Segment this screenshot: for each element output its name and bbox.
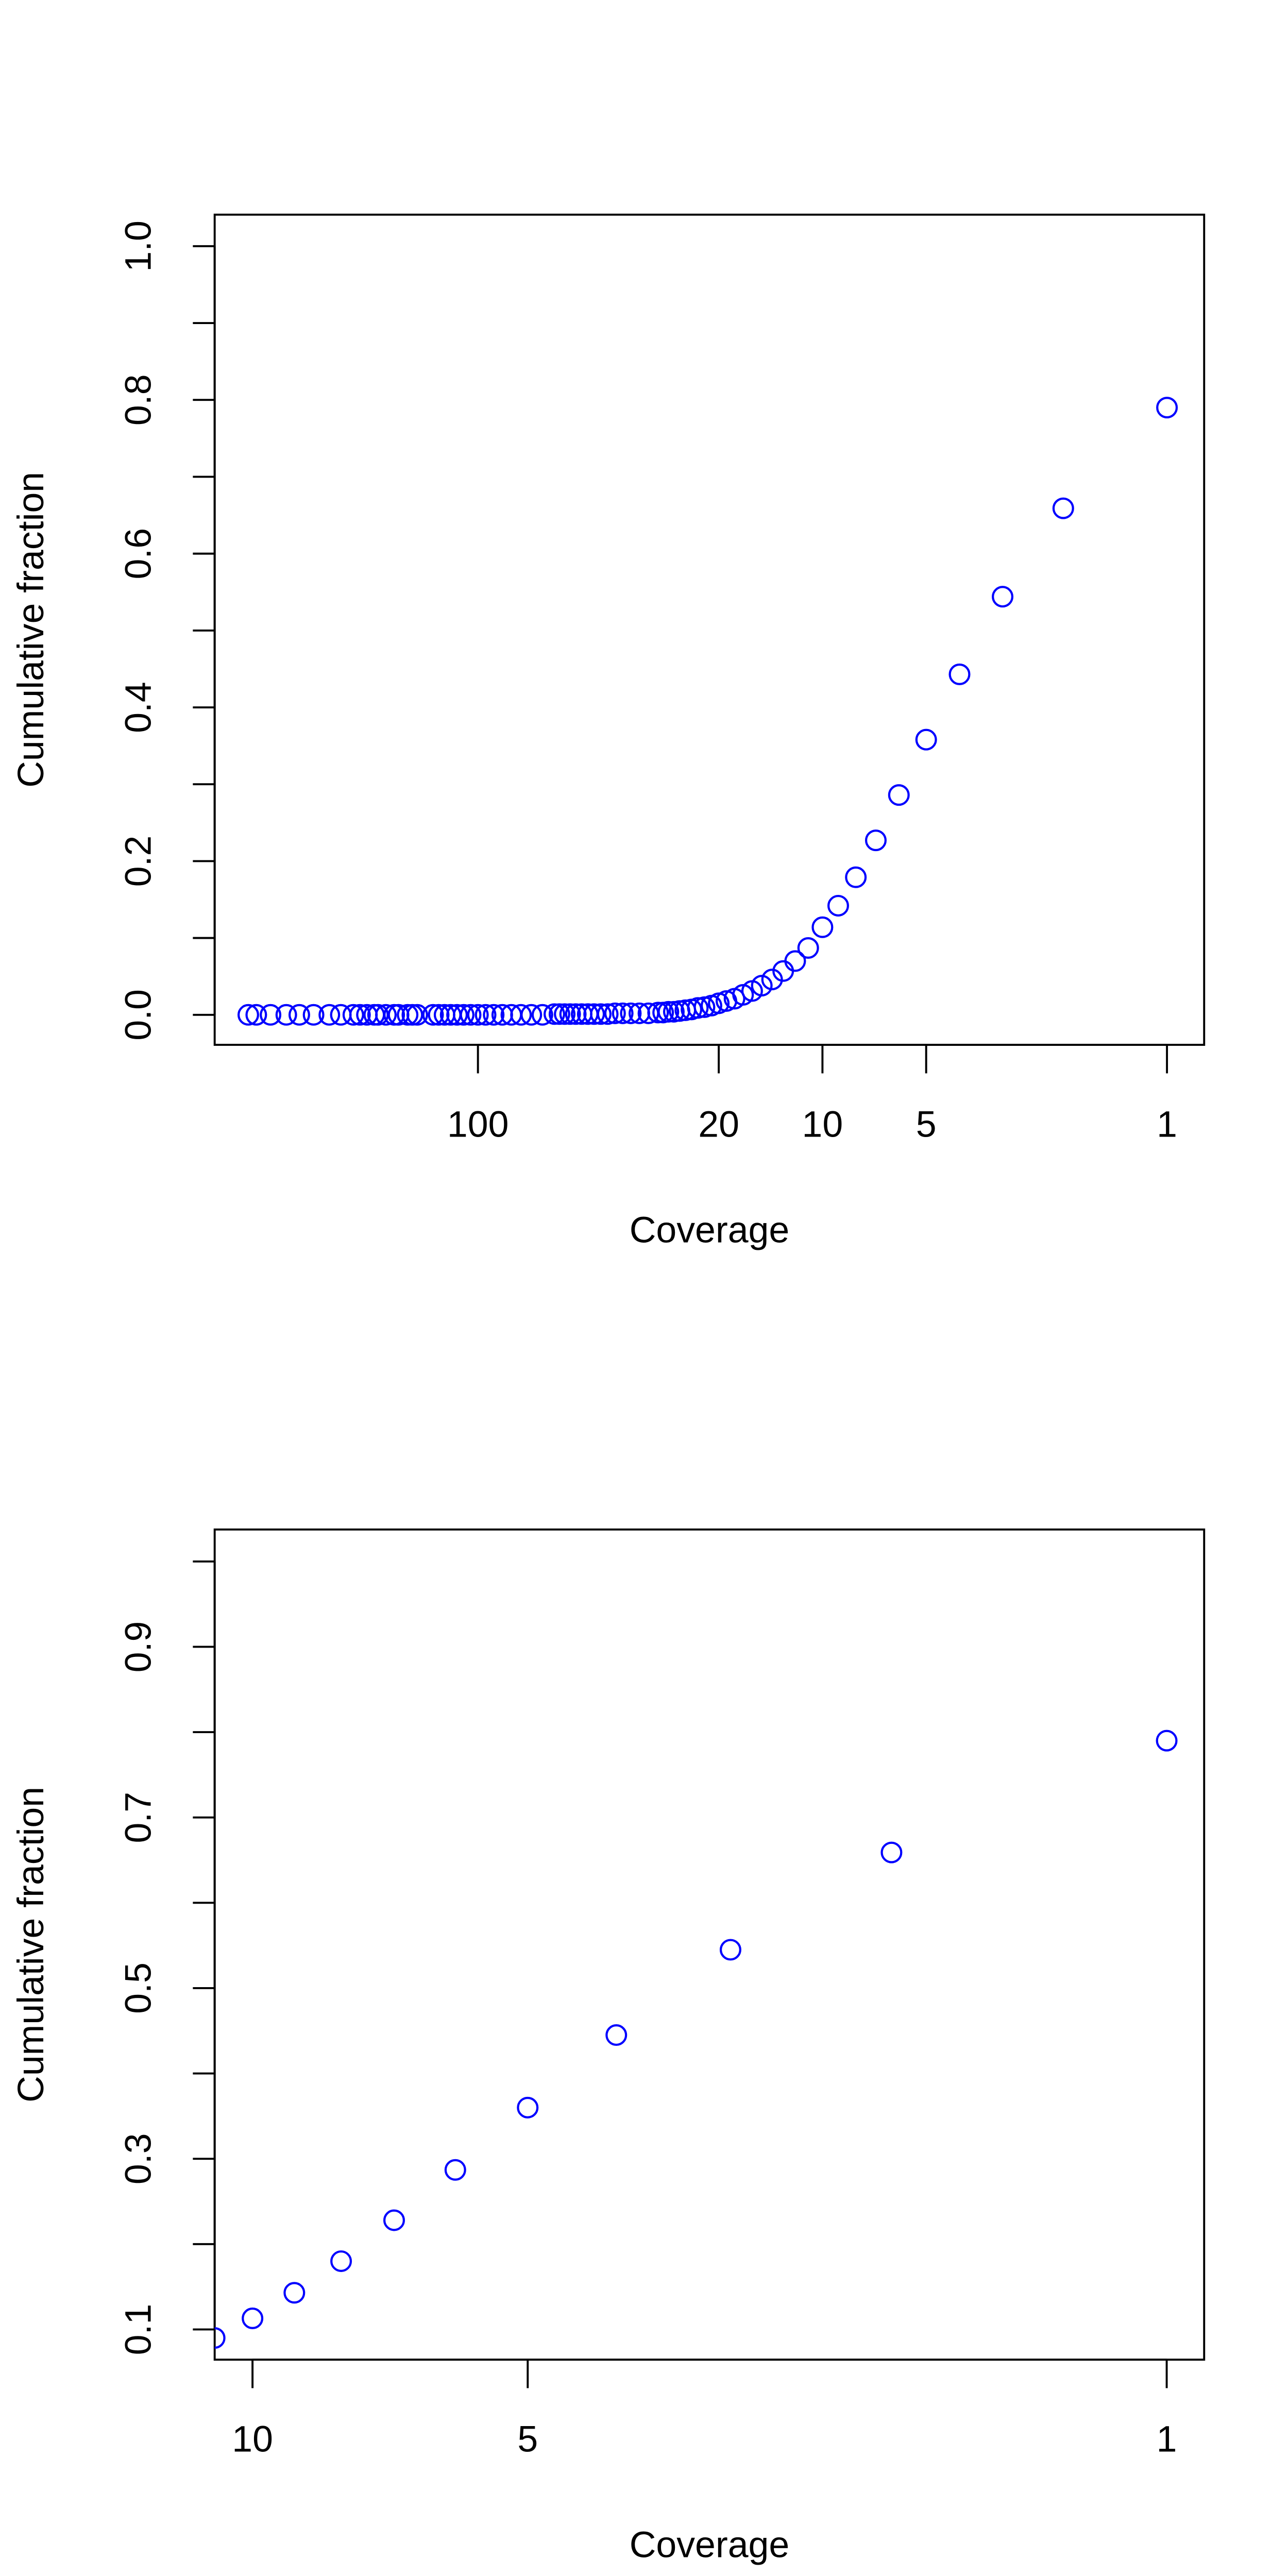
point: [865, 829, 887, 852]
y-tick-label: 1.0: [117, 221, 159, 272]
point: [342, 1004, 364, 1026]
point: [948, 663, 971, 685]
point: [302, 1004, 325, 1026]
point: [330, 2250, 352, 2272]
point: [474, 1004, 497, 1026]
point: [500, 1004, 522, 1026]
x-tick-label: 1: [1157, 1104, 1177, 1145]
point: [612, 1002, 634, 1024]
x-tick-label: 10: [232, 2419, 273, 2460]
point: [260, 1004, 282, 1026]
y-tick-label: 0.8: [117, 374, 159, 426]
point: [992, 586, 1014, 608]
points: [214, 1730, 1178, 2349]
point: [1156, 397, 1178, 419]
point: [652, 1002, 674, 1024]
point: [428, 1004, 450, 1026]
point: [628, 1002, 650, 1024]
y-tick-label: 0.5: [117, 1962, 159, 2014]
point: [330, 1004, 352, 1026]
point: [401, 1004, 423, 1026]
point: [784, 950, 806, 972]
point: [880, 1841, 903, 1863]
y-tick-label: 0.2: [117, 836, 159, 887]
point: [283, 2282, 306, 2304]
point: [214, 2327, 226, 2349]
point: [637, 1002, 659, 1024]
x-tick-label: 20: [698, 1104, 739, 1145]
point: [577, 1003, 599, 1025]
y-tick-label: 0.6: [117, 528, 159, 580]
point: [363, 1004, 385, 1026]
plot-frame: [213, 213, 1206, 1046]
point: [397, 1004, 419, 1026]
point: [517, 2096, 539, 2119]
point: [811, 916, 834, 938]
x-axis-label: Coverage: [630, 1210, 789, 1251]
point: [444, 2159, 466, 2181]
point: [275, 1004, 297, 1026]
y-tick-label: 0.3: [117, 2133, 159, 2184]
x-tick-label: 1: [1157, 2419, 1177, 2460]
point: [356, 1004, 378, 1026]
point: [544, 1003, 566, 1025]
point: [483, 1004, 505, 1026]
x-tick-label: 5: [517, 2419, 538, 2460]
point: [845, 866, 867, 888]
plot-frame: [213, 1528, 1206, 2361]
x-tick-label: 100: [447, 1104, 509, 1145]
point: [772, 960, 794, 982]
point: [915, 728, 937, 751]
point: [446, 1004, 468, 1026]
point: [318, 1004, 341, 1026]
point: [242, 2307, 264, 2329]
point: [605, 2024, 628, 2046]
point: [422, 1004, 444, 1026]
points: [237, 397, 1178, 1026]
point: [827, 894, 849, 917]
point: [583, 1003, 605, 1025]
point: [554, 1003, 576, 1025]
point: [681, 998, 703, 1021]
y-tick-label: 0.4: [117, 682, 159, 733]
y-tick-label: 0.7: [117, 1792, 159, 1843]
point: [565, 1003, 587, 1025]
point: [761, 969, 783, 991]
point: [1156, 1730, 1178, 1752]
y-tick-label: 0.1: [117, 2304, 159, 2355]
x-tick-label: 10: [802, 1104, 843, 1145]
point: [570, 1003, 592, 1025]
y-tick-label: 0.0: [117, 989, 159, 1041]
point: [604, 1002, 626, 1024]
y-axis-label: Cumulative fraction: [10, 1787, 52, 2103]
point: [383, 2209, 405, 2231]
point: [620, 1002, 642, 1024]
point: [288, 1004, 310, 1026]
point: [1052, 497, 1074, 519]
x-axis-label: Coverage: [630, 2524, 789, 2566]
point: [237, 1004, 259, 1026]
point: [797, 937, 819, 959]
point: [439, 1004, 462, 1026]
point: [433, 1004, 455, 1026]
point: [491, 1004, 513, 1026]
point: [548, 1003, 570, 1025]
point: [719, 1939, 741, 1961]
point: [559, 1003, 581, 1025]
point: [245, 1004, 267, 1026]
point: [467, 1004, 489, 1026]
point: [531, 1004, 553, 1026]
x-tick-label: 5: [916, 1104, 937, 1145]
point: [723, 988, 745, 1010]
point: [663, 1001, 685, 1023]
y-axis-label: Cumulative fraction: [10, 472, 52, 788]
y-tick-label: 0.9: [117, 1621, 159, 1673]
point: [888, 784, 910, 806]
